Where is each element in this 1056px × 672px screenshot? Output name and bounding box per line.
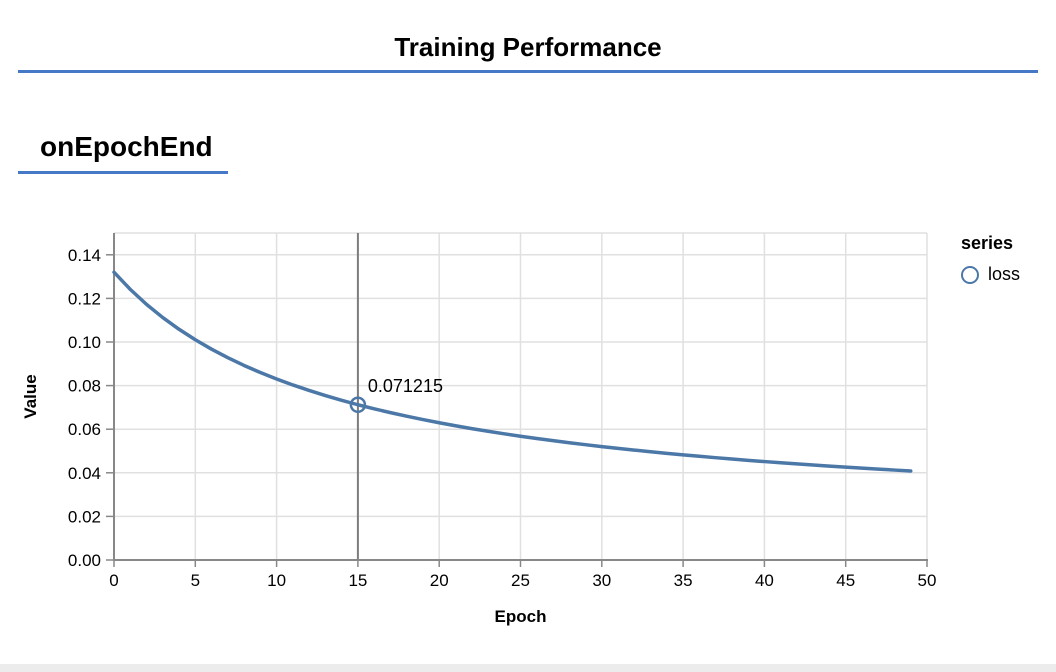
x-tick-label: 35 xyxy=(674,571,693,590)
x-tick-label: 5 xyxy=(191,571,200,590)
x-tick-label: 20 xyxy=(430,571,449,590)
x-tick-label: 40 xyxy=(755,571,774,590)
axis-tick-labels: 0 5 10 15 20 25 30 35 40 45 50 0.00 0.02 0.04 0.06 0.08… xyxy=(68,246,937,590)
chart-legend: series loss xyxy=(961,233,1020,285)
y-tick-label: 0.14 xyxy=(68,246,101,265)
y-tick-label: 0.08 xyxy=(68,377,101,396)
page-title: Training Performance xyxy=(394,32,662,62)
x-axis-title: Epoch xyxy=(495,607,547,626)
section-divider xyxy=(18,171,228,174)
y-tick-label: 0.10 xyxy=(68,333,101,352)
x-tick-label: 45 xyxy=(836,571,855,590)
y-tick-label: 0.12 xyxy=(68,289,101,308)
loss-series-symbol-icon xyxy=(961,265,979,284)
hover-marker-point xyxy=(349,396,367,414)
x-tick-label: 25 xyxy=(511,571,530,590)
title-divider xyxy=(18,70,1038,73)
x-tick-label: 15 xyxy=(348,571,367,590)
legend-item-label: loss xyxy=(988,264,1021,284)
gridlines xyxy=(113,232,928,561)
x-tick-label: 10 xyxy=(267,571,286,590)
y-tick-label: 0.02 xyxy=(68,507,101,526)
x-tick-label: 30 xyxy=(592,571,611,590)
y-tick-label: 0.00 xyxy=(68,551,101,570)
x-tick-label: 0 xyxy=(109,571,118,590)
section-heading: onEpochEnd xyxy=(40,131,213,162)
x-tick-label: 50 xyxy=(918,571,937,590)
axis-ticks xyxy=(106,254,928,567)
y-axis-title: Value xyxy=(21,374,40,418)
bottom-panel-edge xyxy=(0,664,1056,672)
y-tick-label: 0.04 xyxy=(68,464,101,483)
legend-title: series xyxy=(961,233,1014,253)
loss-line xyxy=(112,270,913,473)
tooltip-value: 0.071215 xyxy=(368,376,443,396)
y-tick-label: 0.06 xyxy=(68,420,101,439)
legend-item-loss: loss xyxy=(961,264,1020,285)
